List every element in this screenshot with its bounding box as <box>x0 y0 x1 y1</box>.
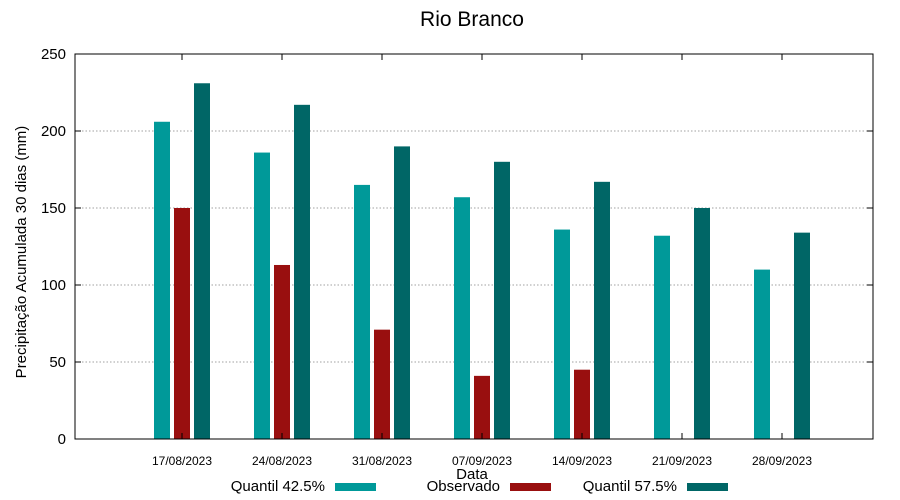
x-tick-label: 31/08/2023 <box>352 454 412 468</box>
bar <box>654 235 670 439</box>
bar <box>354 184 370 439</box>
x-tick-label: 17/08/2023 <box>152 454 212 468</box>
x-tick-label: 21/09/2023 <box>652 454 712 468</box>
bar <box>794 232 810 439</box>
bar <box>754 269 770 439</box>
x-tick-label: 28/09/2023 <box>752 454 812 468</box>
x-axis-label: Data <box>456 466 488 483</box>
x-tick-label: 24/08/2023 <box>252 454 312 468</box>
bar <box>154 121 170 439</box>
bar <box>554 229 570 439</box>
y-tick-label: 150 <box>41 200 66 217</box>
bar <box>474 375 490 439</box>
bar <box>454 197 470 439</box>
bars <box>154 83 810 440</box>
y-axis-label: Precipitação Acumulada 30 dias (mm) <box>13 126 30 379</box>
legend-label: Observado <box>427 478 500 495</box>
bar <box>594 181 610 439</box>
legend-swatch <box>335 483 376 491</box>
legend-swatch <box>510 483 551 491</box>
y-tick-label: 0 <box>58 431 66 448</box>
plot-frame <box>74 53 874 440</box>
y-tick-label: 250 <box>41 46 66 63</box>
bar <box>174 208 190 439</box>
bar <box>694 208 710 439</box>
legend: Quantil 42.5% Observado Quantil 57.5% <box>231 478 728 495</box>
y-tick-label: 100 <box>41 277 66 294</box>
bar <box>194 83 210 439</box>
chart-title: Rio Branco <box>420 8 524 31</box>
y-tick-label: 50 <box>49 354 66 371</box>
bar <box>374 329 390 439</box>
bar <box>574 369 590 439</box>
x-tick-label: 14/09/2023 <box>552 454 612 468</box>
legend-swatch <box>687 483 728 491</box>
x-tick-label: 07/09/2023 <box>452 454 512 468</box>
bar <box>294 104 310 439</box>
y-axis-ticks: 0 50 100 150 200 250 <box>41 46 873 448</box>
x-axis-ticks: 17/08/2023 24/08/2023 31/08/2023 07/09/2023… <box>152 54 812 468</box>
legend-label: Quantil 42.5% <box>231 478 325 495</box>
bar <box>254 152 270 439</box>
bar <box>494 161 510 440</box>
y-tick-label: 200 <box>41 123 66 140</box>
bar <box>274 264 290 439</box>
bar <box>394 146 410 439</box>
legend-label: Quantil 57.5% <box>583 478 677 495</box>
